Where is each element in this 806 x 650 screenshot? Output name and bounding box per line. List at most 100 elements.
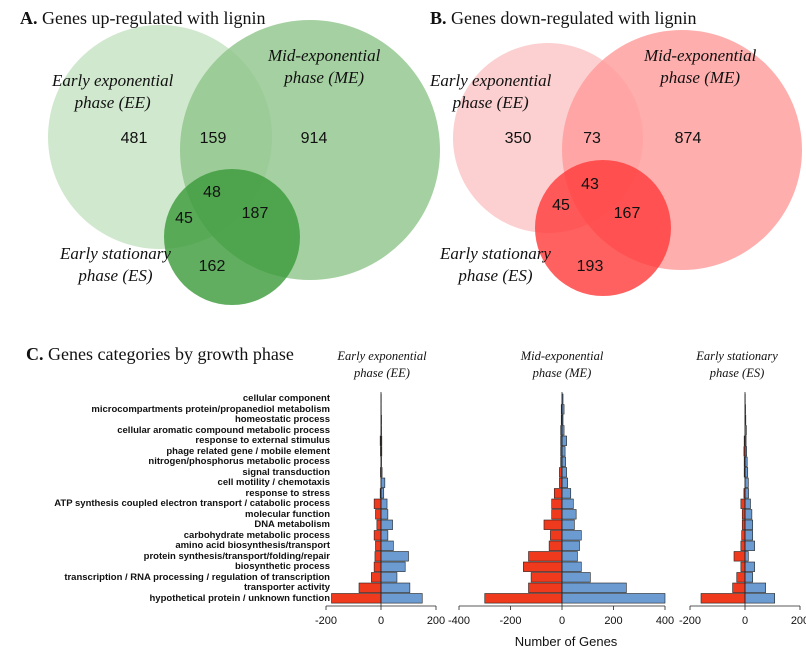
panel-a-title: A. Genes up-regulated with lignin (20, 8, 266, 28)
x-tick-label: -400 (448, 615, 470, 627)
bar-up (744, 572, 753, 583)
bar-up (380, 519, 393, 530)
bar-up (744, 530, 753, 541)
bar-up (561, 540, 580, 551)
bar-up (561, 530, 582, 541)
venn-b-me-label: Mid-exponential phase (ME) (644, 46, 757, 87)
bar-down (740, 498, 746, 509)
bar-down (733, 551, 746, 562)
panel-b-title: B. Genes down-regulated with lignin (430, 8, 697, 28)
bar-up (744, 540, 755, 551)
category-label: transcription / RNA processing / regulat… (64, 571, 330, 583)
bar-up (561, 456, 566, 467)
bar-up (561, 477, 568, 488)
venn-b-me-es: 167 (613, 205, 641, 222)
bar-down (736, 572, 746, 583)
bar-up (744, 593, 776, 604)
bar-up (561, 582, 627, 593)
venn-a-ee-only: 481 (120, 130, 148, 147)
bar-up (380, 498, 388, 509)
bar-up (561, 572, 591, 583)
bar-up (744, 561, 755, 572)
venn-a-me-only: 914 (300, 130, 328, 147)
venn-b-es-label: Early stationary phase (ES) (440, 244, 551, 285)
category-label: microcompartments protein/propanediol me… (91, 403, 330, 415)
bar-up (380, 551, 409, 562)
bar-up (561, 593, 666, 604)
category-label: homeostatic process (234, 414, 330, 425)
bar-down (373, 561, 382, 572)
venn-b-ee-only: 350 (504, 130, 532, 147)
bar-up (744, 467, 749, 478)
chart-ee-header: Early exponential phase (EE) (337, 349, 427, 380)
bar-down (740, 540, 746, 551)
bar-up (380, 572, 398, 583)
chart-me-header: Mid-exponential phase (ME) (520, 349, 604, 380)
venn-b-ee-es: 45 (552, 197, 570, 214)
bar-up (380, 509, 389, 520)
bar-down (740, 561, 746, 572)
venn-b-me-only: 874 (674, 130, 702, 147)
venn-a-me-es: 187 (241, 205, 269, 222)
bar-down (374, 551, 382, 562)
bar-down (548, 540, 563, 551)
bar-up (561, 519, 575, 530)
chart-es-header: Early stationary phase (ES) (696, 349, 778, 380)
x-tick-label: 0 (742, 615, 748, 627)
category-label: cell motility / chemotaxis (217, 477, 330, 488)
bar-down (741, 519, 746, 530)
bar-up (380, 561, 406, 572)
venn-b-es-only: 193 (576, 258, 604, 275)
bar-down (376, 519, 382, 530)
category-label: carbohydrate metabolic process (183, 529, 330, 541)
bar-up (561, 509, 577, 520)
bar-up (380, 593, 423, 604)
panel-c-title: C. Genes categories by growth phase (26, 344, 294, 364)
bar-down (484, 593, 563, 604)
bar-down (373, 498, 382, 509)
x-tick-label: 200 (604, 615, 622, 627)
bar-down (530, 572, 563, 583)
category-label: protein synthesis/transport/folding/repa… (143, 550, 330, 562)
venn-a-ee-me: 159 (199, 130, 227, 147)
bar-up (561, 561, 582, 572)
bar-up (380, 488, 385, 499)
bar-down (358, 582, 382, 593)
bar-down (732, 582, 746, 593)
x-tick-label: 200 (427, 615, 445, 627)
bar-up (561, 488, 572, 499)
category-label: DNA metabolism (254, 519, 330, 530)
bar-up (744, 477, 749, 488)
bar-up (561, 498, 574, 509)
bar-down (700, 593, 746, 604)
bar-up (561, 446, 566, 457)
bar-down (741, 530, 746, 541)
category-label: molecular function (245, 508, 330, 520)
category-label: ATP synthesis coupled electron transport… (54, 498, 330, 509)
bar-up (744, 519, 753, 530)
venn-a-ee-label: Early exponential phase (EE) (52, 71, 174, 112)
x-tick-label: -200 (499, 615, 521, 627)
venn-b-ee-label: Early exponential phase (EE) (430, 71, 552, 112)
bar-up (561, 551, 578, 562)
x-axis-title: Number of Genes (514, 634, 618, 649)
bar-up (561, 435, 567, 446)
venn-a-es-label: Early stationary phase (ES) (60, 244, 171, 285)
category-label: transporter activity (243, 582, 330, 593)
category-label: amino acid biosynthesis/transport (175, 540, 330, 551)
x-tick-label: 200 (791, 615, 806, 627)
bar-down (528, 551, 563, 562)
bar-down (550, 530, 563, 541)
bar-down (551, 509, 563, 520)
bar-down (551, 498, 563, 509)
category-label: phage related gene / mobile element (166, 445, 330, 457)
bar-up (380, 477, 386, 488)
venn-a-me-label: Mid-exponential phase (ME) (268, 46, 381, 87)
venn-b-es-circle (535, 160, 671, 296)
x-tick-label: -200 (679, 615, 701, 627)
venn-b-all: 43 (581, 176, 599, 193)
bar-down (331, 593, 382, 604)
bar-down (371, 572, 382, 583)
bar-up (380, 582, 411, 593)
